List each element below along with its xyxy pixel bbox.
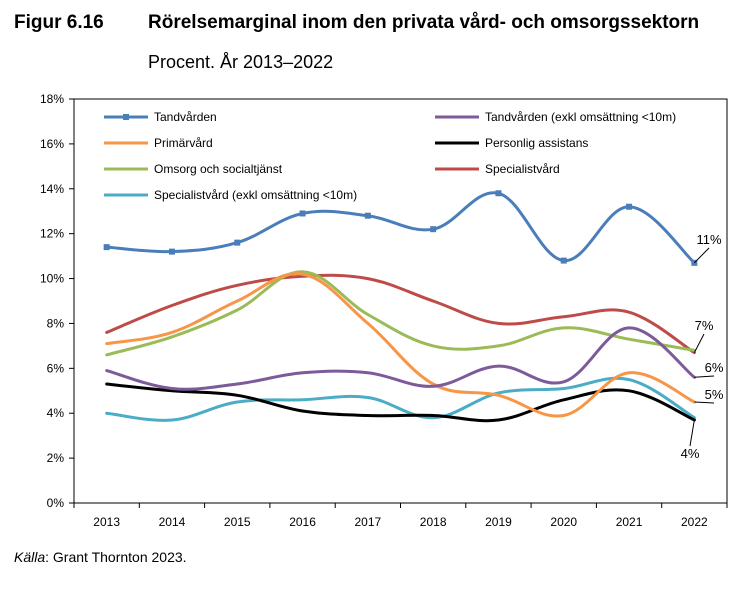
annotation-label: 7% (695, 318, 714, 333)
series-line-specialistvård-exkl-omsättning-10m (105, 376, 696, 422)
annotation-leader-line (694, 401, 715, 404)
legend-label: Specialistvård (exkl omsättning <10m) (154, 188, 357, 202)
legend-item: Tandvården (104, 110, 217, 124)
x-tick-label: 2021 (616, 515, 643, 529)
y-tick-label: 18% (40, 92, 64, 106)
series-lines (103, 190, 698, 423)
y-axis: 0% 2% 4% 6% 8% 10% 12% 14% 16% 18% (40, 92, 74, 510)
data-point-marker (626, 203, 633, 210)
annotation-label: 5% (705, 387, 724, 402)
figure-number: Figur 6.16 (14, 12, 104, 33)
legend-label: Tandvården (154, 110, 217, 124)
data-point-marker (495, 190, 502, 197)
data-point-marker (560, 257, 567, 264)
y-tick-label: 0% (47, 496, 65, 510)
data-point-marker (234, 239, 241, 246)
legend: Tandvården Tandvården (exkl omsättning <1… (104, 110, 676, 202)
end-value-annotation: 5% (694, 387, 724, 404)
series-line-tandvården (105, 191, 696, 265)
y-tick-label: 10% (40, 272, 64, 286)
x-tick-label: 2016 (289, 515, 316, 529)
data-point-marker (103, 244, 110, 251)
x-tick-label: 2019 (485, 515, 512, 529)
annotation-label: 11% (696, 232, 721, 247)
series-line-primärvård (105, 272, 696, 418)
plot-area-frame (73, 98, 728, 504)
data-point-marker (430, 226, 437, 233)
annotation-label: 6% (705, 360, 724, 375)
y-tick-label: 4% (47, 406, 65, 420)
annotation-leader-line (693, 333, 705, 353)
line-chart: 0%2%4%6%8%10%12%14%16%18%2013 2014 2015 201… (40, 92, 728, 529)
legend-item: Specialistvård (435, 162, 560, 176)
annotation-label: 4% (681, 446, 700, 461)
legend-label: Personlig assistans (485, 136, 588, 150)
annotation-leader-line (689, 419, 695, 447)
x-tick-label: 2018 (420, 515, 447, 529)
data-point-marker (364, 212, 371, 219)
source-note: Källa: Grant Thornton 2023. (14, 549, 187, 565)
figure-title: Rörelsemarginal inom den privata vård- o… (148, 12, 700, 33)
x-tick-label: 2013 (93, 515, 120, 529)
legend-item: Specialistvård (exkl omsättning <10m) (104, 188, 357, 202)
legend-swatch-marker (123, 114, 129, 120)
x-tick-label: 2022 (681, 515, 708, 529)
data-point-marker (299, 210, 306, 217)
legend-label: Primärvård (154, 136, 213, 150)
legend-label: Specialistvård (485, 162, 560, 176)
x-tick-label: 2017 (354, 515, 381, 529)
legend-label: Omsorg och socialtjänst (154, 162, 283, 176)
end-value-annotation: 7% (693, 318, 714, 353)
x-tick-label: 2015 (224, 515, 251, 529)
series-line-omsorg-och-socialtjänst (105, 270, 696, 357)
y-tick-label: 2% (47, 451, 65, 465)
figure-subtitle: Procent. År 2013–2022 (148, 52, 334, 72)
x-tick-label: 2014 (159, 515, 186, 529)
legend-item: Tandvården (exkl omsättning <10m) (435, 110, 676, 124)
source-text: : Grant Thornton 2023. (45, 549, 187, 565)
y-tick-label: 8% (47, 316, 65, 330)
end-value-annotation: 6% (694, 360, 724, 378)
end-value-annotation: 11% (693, 232, 722, 264)
annotation-leader-line (694, 375, 715, 378)
legend-label: Tandvården (exkl omsättning <10m) (485, 110, 676, 124)
data-point-marker (168, 248, 175, 255)
legend-item: Personlig assistans (435, 136, 588, 150)
y-tick-label: 16% (40, 137, 64, 151)
end-value-annotation: 4% (681, 419, 700, 461)
legend-item: Primärvård (104, 136, 213, 150)
y-tick-label: 6% (47, 361, 65, 375)
source-label: Källa (14, 549, 46, 565)
legend-item: Omsorg och socialtjänst (104, 162, 283, 176)
annotations: 11% 7% 6% 5% 4% (681, 232, 724, 461)
y-tick-label: 14% (40, 182, 64, 196)
x-tick-label: 2020 (550, 515, 577, 529)
series-line-tandvården-exkl-omsättning-10m (105, 326, 696, 391)
annotation-leader-line (693, 247, 710, 264)
y-tick-label: 12% (40, 227, 64, 241)
series-line-specialistvård (105, 273, 696, 355)
x-axis: 2013 2014 2015 2016 2017 2018 2019 2020 2021 2022 (73, 503, 728, 529)
